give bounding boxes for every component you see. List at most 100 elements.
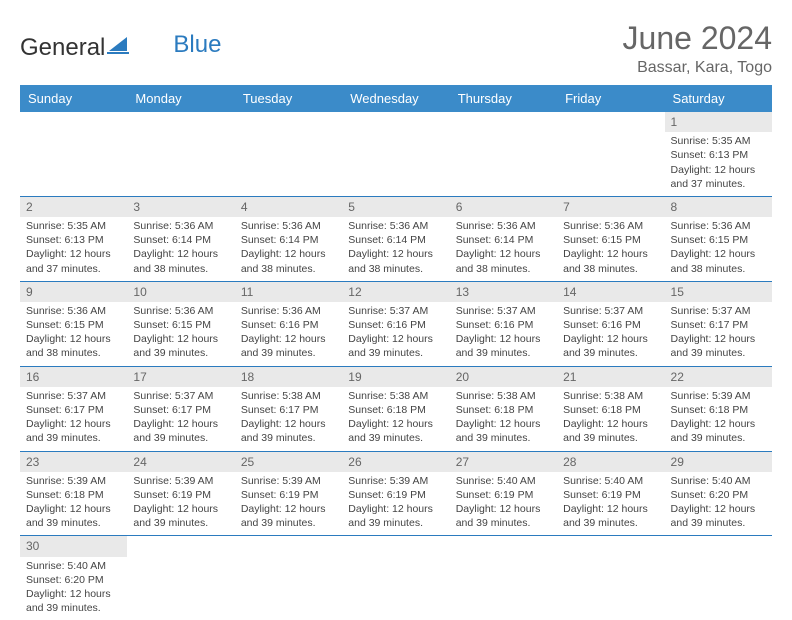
day-number: 11 (235, 282, 342, 302)
sunset-text: Sunset: 6:20 PM (26, 573, 121, 587)
day-number: 18 (235, 367, 342, 387)
sunset-text: Sunset: 6:14 PM (241, 233, 336, 247)
daylight-text: Daylight: 12 hours and 39 minutes. (241, 332, 336, 360)
sunrise-text: Sunrise: 5:39 AM (241, 474, 336, 488)
sunset-text: Sunset: 6:19 PM (563, 488, 658, 502)
title-block: June 2024 Bassar, Kara, Togo (623, 20, 772, 77)
sunrise-text: Sunrise: 5:39 AM (133, 474, 228, 488)
day-cell: 6Sunrise: 5:36 AMSunset: 6:14 PMDaylight… (450, 196, 557, 281)
day-number: 12 (342, 282, 449, 302)
header: General Blue June 2024 Bassar, Kara, Tog… (20, 20, 772, 77)
sunset-text: Sunset: 6:15 PM (133, 318, 228, 332)
day-cell: 18Sunrise: 5:38 AMSunset: 6:17 PMDayligh… (235, 366, 342, 451)
weekday-header: Sunday (20, 85, 127, 112)
title-month: June 2024 (623, 20, 772, 57)
calendar-body: 1Sunrise: 5:35 AMSunset: 6:13 PMDaylight… (20, 112, 772, 620)
sail-icon (107, 34, 131, 62)
daylight-text: Daylight: 12 hours and 38 minutes. (26, 332, 121, 360)
daylight-text: Daylight: 12 hours and 39 minutes. (348, 332, 443, 360)
weekday-header: Friday (557, 85, 664, 112)
sunrise-text: Sunrise: 5:35 AM (26, 219, 121, 233)
sunrise-text: Sunrise: 5:37 AM (133, 389, 228, 403)
sunrise-text: Sunrise: 5:36 AM (26, 304, 121, 318)
day-number: 28 (557, 452, 664, 472)
daylight-text: Daylight: 12 hours and 38 minutes. (133, 247, 228, 275)
day-cell: 24Sunrise: 5:39 AMSunset: 6:19 PMDayligh… (127, 451, 234, 536)
day-cell: 7Sunrise: 5:36 AMSunset: 6:15 PMDaylight… (557, 196, 664, 281)
calendar-row: 1Sunrise: 5:35 AMSunset: 6:13 PMDaylight… (20, 112, 772, 196)
daylight-text: Daylight: 12 hours and 39 minutes. (133, 417, 228, 445)
sunset-text: Sunset: 6:18 PM (456, 403, 551, 417)
daylight-text: Daylight: 12 hours and 38 minutes. (348, 247, 443, 275)
sunset-text: Sunset: 6:13 PM (26, 233, 121, 247)
sunrise-text: Sunrise: 5:40 AM (26, 559, 121, 573)
day-number: 30 (20, 536, 127, 556)
day-number: 6 (450, 197, 557, 217)
day-cell: 23Sunrise: 5:39 AMSunset: 6:18 PMDayligh… (20, 451, 127, 536)
empty-cell (557, 536, 664, 620)
sunrise-text: Sunrise: 5:38 AM (456, 389, 551, 403)
sunset-text: Sunset: 6:19 PM (241, 488, 336, 502)
sunrise-text: Sunrise: 5:38 AM (563, 389, 658, 403)
calendar-row: 16Sunrise: 5:37 AMSunset: 6:17 PMDayligh… (20, 366, 772, 451)
empty-cell (235, 112, 342, 196)
daylight-text: Daylight: 12 hours and 39 minutes. (456, 417, 551, 445)
daylight-text: Daylight: 12 hours and 39 minutes. (671, 332, 766, 360)
weekday-header: Wednesday (342, 85, 449, 112)
sunset-text: Sunset: 6:16 PM (241, 318, 336, 332)
day-cell: 27Sunrise: 5:40 AMSunset: 6:19 PMDayligh… (450, 451, 557, 536)
day-cell: 2Sunrise: 5:35 AMSunset: 6:13 PMDaylight… (20, 196, 127, 281)
sunrise-text: Sunrise: 5:37 AM (348, 304, 443, 318)
day-number: 16 (20, 367, 127, 387)
sunrise-text: Sunrise: 5:36 AM (563, 219, 658, 233)
daylight-text: Daylight: 12 hours and 38 minutes. (563, 247, 658, 275)
day-cell: 28Sunrise: 5:40 AMSunset: 6:19 PMDayligh… (557, 451, 664, 536)
sunset-text: Sunset: 6:16 PM (456, 318, 551, 332)
daylight-text: Daylight: 12 hours and 39 minutes. (133, 502, 228, 530)
daylight-text: Daylight: 12 hours and 39 minutes. (671, 502, 766, 530)
day-number: 5 (342, 197, 449, 217)
daylight-text: Daylight: 12 hours and 39 minutes. (348, 502, 443, 530)
sunrise-text: Sunrise: 5:37 AM (671, 304, 766, 318)
weekday-header: Saturday (665, 85, 772, 112)
sunset-text: Sunset: 6:17 PM (133, 403, 228, 417)
day-cell: 26Sunrise: 5:39 AMSunset: 6:19 PMDayligh… (342, 451, 449, 536)
sunrise-text: Sunrise: 5:36 AM (241, 304, 336, 318)
daylight-text: Daylight: 12 hours and 39 minutes. (241, 417, 336, 445)
sunrise-text: Sunrise: 5:39 AM (26, 474, 121, 488)
sunrise-text: Sunrise: 5:40 AM (456, 474, 551, 488)
day-number: 9 (20, 282, 127, 302)
logo-text-1: General (20, 34, 105, 62)
daylight-text: Daylight: 12 hours and 39 minutes. (671, 417, 766, 445)
empty-cell (342, 112, 449, 196)
daylight-text: Daylight: 12 hours and 39 minutes. (456, 502, 551, 530)
day-number: 29 (665, 452, 772, 472)
sunset-text: Sunset: 6:19 PM (348, 488, 443, 502)
sunrise-text: Sunrise: 5:36 AM (133, 219, 228, 233)
daylight-text: Daylight: 12 hours and 37 minutes. (26, 247, 121, 275)
empty-cell (127, 536, 234, 620)
daylight-text: Daylight: 12 hours and 39 minutes. (26, 587, 121, 615)
sunset-text: Sunset: 6:16 PM (348, 318, 443, 332)
sunset-text: Sunset: 6:17 PM (241, 403, 336, 417)
calendar-row: 2Sunrise: 5:35 AMSunset: 6:13 PMDaylight… (20, 196, 772, 281)
day-cell: 29Sunrise: 5:40 AMSunset: 6:20 PMDayligh… (665, 451, 772, 536)
day-cell: 12 Sunrise: 5:37 AMSunset: 6:16 PMDayligh… (342, 281, 449, 366)
weekday-header: Tuesday (235, 85, 342, 112)
sunrise-text: Sunrise: 5:36 AM (348, 219, 443, 233)
daylight-text: Daylight: 12 hours and 39 minutes. (456, 332, 551, 360)
day-cell: 30 Sunrise: 5:40 AMSunset: 6:20 PMDayligh… (20, 536, 127, 620)
day-cell: 16Sunrise: 5:37 AMSunset: 6:17 PMDayligh… (20, 366, 127, 451)
day-number: 22 (665, 367, 772, 387)
day-number: 20 (450, 367, 557, 387)
sunrise-text: Sunrise: 5:35 AM (671, 134, 766, 148)
sunrise-text: Sunrise: 5:37 AM (563, 304, 658, 318)
day-cell: 19Sunrise: 5:38 AMSunset: 6:18 PMDayligh… (342, 366, 449, 451)
calendar-row: 9Sunrise: 5:36 AMSunset: 6:15 PMDaylight… (20, 281, 772, 366)
sunrise-text: Sunrise: 5:36 AM (133, 304, 228, 318)
day-number: 23 (20, 452, 127, 472)
day-number: 26 (342, 452, 449, 472)
sunrise-text: Sunrise: 5:37 AM (26, 389, 121, 403)
sunset-text: Sunset: 6:20 PM (671, 488, 766, 502)
day-number: 7 (557, 197, 664, 217)
